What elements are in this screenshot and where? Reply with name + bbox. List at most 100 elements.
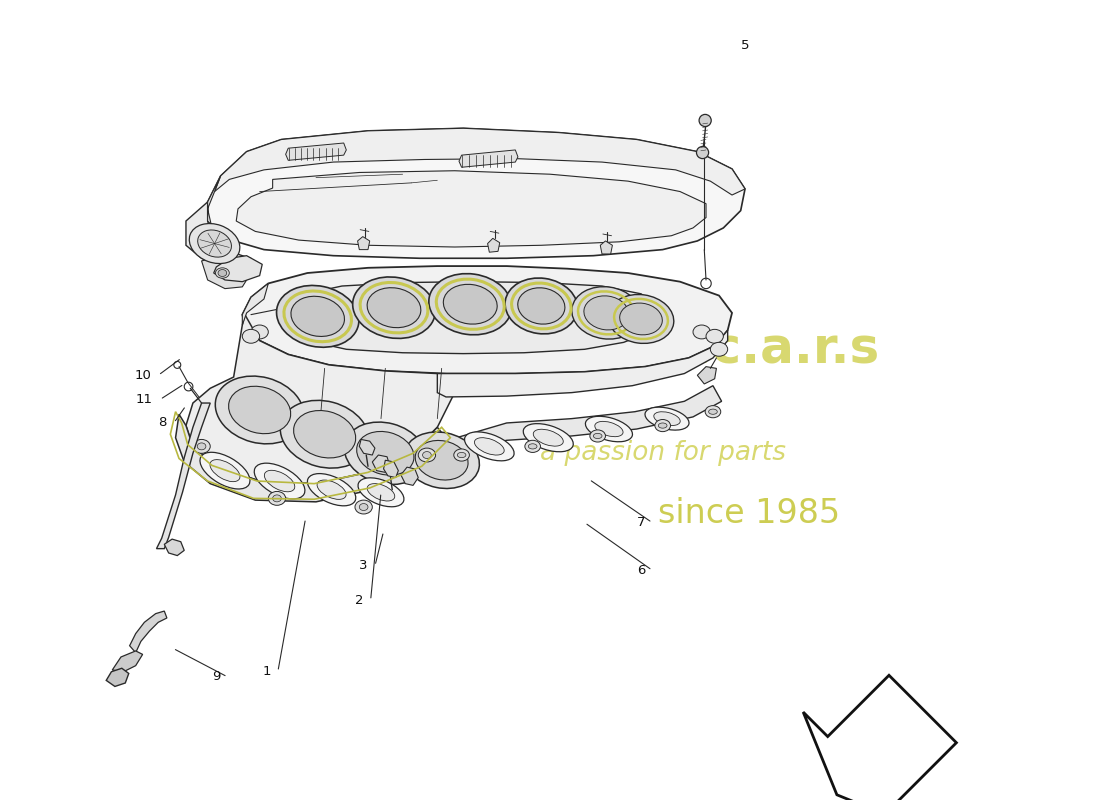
Ellipse shape	[229, 386, 290, 434]
Ellipse shape	[474, 438, 504, 455]
Ellipse shape	[367, 288, 421, 328]
Ellipse shape	[317, 480, 346, 499]
Ellipse shape	[706, 330, 724, 343]
Ellipse shape	[505, 278, 578, 334]
Ellipse shape	[404, 432, 480, 489]
Ellipse shape	[415, 441, 469, 480]
Text: e.u.r.o.c.a.r.s: e.u.r.o.c.a.r.s	[515, 326, 880, 374]
Ellipse shape	[443, 284, 497, 324]
Ellipse shape	[264, 470, 295, 492]
Ellipse shape	[254, 463, 305, 499]
Polygon shape	[201, 256, 251, 289]
Polygon shape	[803, 675, 956, 800]
Ellipse shape	[619, 303, 662, 335]
Polygon shape	[208, 128, 745, 258]
Ellipse shape	[593, 434, 602, 438]
Ellipse shape	[418, 448, 436, 462]
Polygon shape	[697, 366, 716, 384]
Ellipse shape	[200, 452, 250, 489]
Ellipse shape	[356, 431, 414, 475]
Ellipse shape	[524, 424, 573, 452]
Ellipse shape	[307, 474, 355, 506]
Polygon shape	[487, 238, 499, 252]
Polygon shape	[208, 176, 226, 238]
Polygon shape	[112, 651, 143, 672]
Polygon shape	[400, 467, 418, 486]
Ellipse shape	[360, 503, 368, 510]
Polygon shape	[358, 237, 370, 250]
Polygon shape	[282, 282, 659, 354]
Polygon shape	[286, 143, 346, 160]
Polygon shape	[107, 668, 129, 686]
Polygon shape	[186, 314, 454, 484]
Ellipse shape	[273, 495, 282, 502]
Ellipse shape	[290, 296, 344, 337]
Ellipse shape	[216, 376, 304, 444]
Ellipse shape	[355, 500, 372, 514]
Polygon shape	[242, 283, 268, 325]
Ellipse shape	[242, 330, 260, 343]
Text: 10: 10	[134, 369, 152, 382]
Polygon shape	[438, 330, 728, 397]
Ellipse shape	[454, 449, 470, 461]
Ellipse shape	[696, 146, 708, 158]
Ellipse shape	[197, 443, 206, 450]
Ellipse shape	[280, 400, 368, 468]
Ellipse shape	[210, 460, 240, 482]
Ellipse shape	[708, 409, 717, 414]
Polygon shape	[236, 170, 706, 247]
Ellipse shape	[251, 325, 268, 339]
Text: a passion for parts: a passion for parts	[540, 440, 785, 466]
Ellipse shape	[458, 453, 466, 458]
Ellipse shape	[464, 432, 514, 461]
Text: 5: 5	[741, 39, 749, 53]
Ellipse shape	[595, 422, 623, 437]
Ellipse shape	[367, 484, 395, 501]
Ellipse shape	[192, 439, 210, 454]
Ellipse shape	[700, 114, 712, 126]
Polygon shape	[360, 439, 375, 455]
Ellipse shape	[608, 294, 674, 343]
Ellipse shape	[705, 406, 720, 418]
Ellipse shape	[218, 270, 227, 277]
Ellipse shape	[645, 407, 689, 430]
Text: since 1985: since 1985	[658, 498, 840, 530]
Polygon shape	[156, 403, 210, 549]
Polygon shape	[459, 150, 518, 167]
Ellipse shape	[358, 478, 404, 506]
Text: 1: 1	[263, 666, 271, 678]
Ellipse shape	[585, 416, 632, 442]
Ellipse shape	[216, 268, 229, 278]
Polygon shape	[214, 128, 745, 195]
Text: 2: 2	[355, 594, 364, 607]
Polygon shape	[601, 241, 613, 254]
Polygon shape	[213, 256, 262, 282]
Ellipse shape	[534, 430, 563, 446]
Ellipse shape	[590, 430, 605, 442]
Ellipse shape	[653, 412, 680, 426]
Ellipse shape	[276, 286, 359, 347]
Text: 6: 6	[637, 564, 646, 577]
Polygon shape	[164, 539, 184, 555]
Ellipse shape	[294, 410, 355, 458]
Ellipse shape	[189, 223, 240, 263]
Text: 8: 8	[158, 417, 167, 430]
Polygon shape	[242, 266, 732, 374]
Text: 3: 3	[360, 559, 368, 573]
Text: 11: 11	[136, 393, 153, 406]
Ellipse shape	[268, 491, 286, 506]
Ellipse shape	[584, 296, 629, 330]
Ellipse shape	[422, 451, 431, 458]
Ellipse shape	[658, 423, 667, 428]
Polygon shape	[372, 455, 389, 472]
Ellipse shape	[528, 444, 537, 449]
Polygon shape	[384, 460, 398, 478]
Ellipse shape	[654, 419, 671, 432]
Ellipse shape	[518, 288, 565, 324]
Ellipse shape	[693, 325, 711, 339]
Ellipse shape	[572, 286, 641, 339]
Polygon shape	[176, 414, 448, 502]
Polygon shape	[186, 202, 251, 271]
Ellipse shape	[525, 440, 540, 453]
Ellipse shape	[353, 277, 436, 338]
